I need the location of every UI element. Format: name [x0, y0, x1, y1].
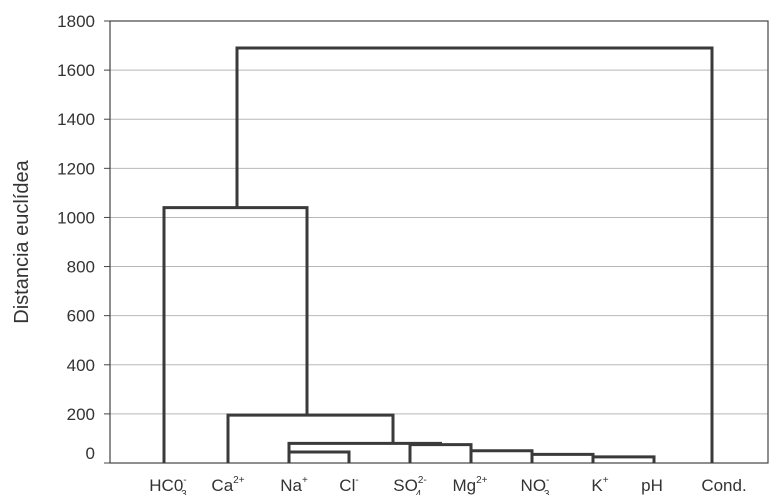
leaf-label: Mg2+ [452, 475, 487, 495]
leaf-label: Cl- [339, 475, 358, 495]
link-ca-group [226, 413, 395, 463]
y-tick-label: 1400 [57, 110, 95, 129]
y-tick-label: 1000 [57, 208, 95, 227]
grid-lines [110, 69, 768, 415]
link-na-cl [287, 450, 351, 463]
y-tick-label: 1600 [57, 61, 95, 80]
link-root-cond [235, 46, 714, 463]
leaf-labels: HC0-3 Ca2+ Na+ Cl- SO2-4 Mg2+ NO-3 K+ pH Cond. [149, 475, 746, 495]
link-no3-k [530, 452, 595, 463]
link-hc03-group [162, 206, 309, 463]
leaf-label: K+ [591, 475, 608, 495]
y-tick-label: 800 [67, 258, 95, 277]
leaf-label: Cond. [701, 476, 746, 495]
y-tick-label: 400 [67, 356, 95, 375]
y-axis-ticks: 0 200 400 600 800 1000 1200 1400 1600 1800 [57, 12, 110, 464]
y-tick-label: 600 [67, 307, 95, 326]
leaf-label: Ca2+ [211, 475, 244, 495]
y-tick-label: 1800 [57, 12, 95, 31]
leaf-label: HC0-3 [149, 475, 187, 495]
leaf-label: SO2-4 [393, 475, 426, 495]
dendrogram-links [162, 46, 714, 463]
y-tick-label: 0 [86, 444, 95, 463]
link-k-ph [591, 455, 656, 463]
y-tick-label: 1200 [57, 159, 95, 178]
link-nacl-so4mg [287, 441, 442, 452]
link-so4-mg [408, 443, 473, 463]
leaf-label: NO-3 [521, 475, 550, 495]
plot-frame [109, 20, 769, 464]
leaf-label: pH [641, 476, 663, 495]
y-axis-title: Distancia euclídea [11, 159, 33, 323]
link-mg-no3 [469, 449, 534, 463]
leaf-label: Na+ [280, 475, 308, 495]
y-tick-label: 200 [67, 405, 95, 424]
